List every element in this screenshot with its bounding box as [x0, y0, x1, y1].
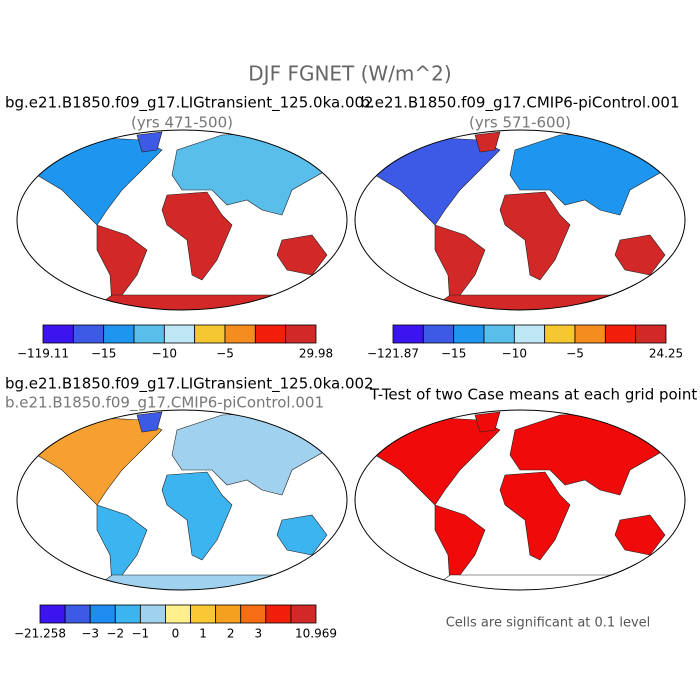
colorbar-label: −15 [441, 347, 466, 361]
panel-subtitle: (yrs 571-600) [469, 114, 571, 132]
colorbar-box [483, 324, 515, 344]
colorbar-box [114, 604, 141, 624]
colorbar-label: −1 [132, 627, 150, 641]
colorbar-box [254, 324, 287, 344]
colorbar-label: −5 [566, 347, 584, 361]
colorbar-label: 2 [227, 627, 235, 641]
panel-title: bg.e21.B1850.f09_g17.LIGtransient_125.0k… [5, 94, 374, 113]
colorbar-box [513, 324, 546, 344]
map [16, 409, 348, 591]
panel-subtitle: (yrs 471-500) [131, 114, 233, 132]
colorbar-label: −5 [216, 347, 234, 361]
colorbar-box [163, 324, 196, 344]
colorbar-box [290, 604, 317, 624]
colorbar-label: 10.969 [295, 627, 337, 641]
colorbar-box [139, 604, 166, 624]
colorbar-label: 3 [254, 627, 262, 641]
colorbar-label: −2 [106, 627, 124, 641]
colorbar-box [453, 324, 485, 344]
colorbar-box [240, 604, 267, 624]
colorbar-box [89, 604, 116, 624]
colorbar-box [285, 324, 317, 344]
map [354, 409, 686, 591]
colorbar-box [544, 324, 576, 344]
colorbar-box [574, 324, 606, 344]
colorbar-label: −21.258 [14, 627, 66, 641]
colorbar-label: −10 [502, 347, 527, 361]
colorbar-box [190, 604, 217, 624]
map [354, 129, 686, 311]
colorbar-box [215, 604, 242, 624]
colorbar-label: 0 [172, 627, 180, 641]
colorbar-box [265, 604, 292, 624]
colorbar-label: −119.11 [17, 347, 69, 361]
colorbar-box [224, 324, 256, 344]
map [16, 129, 348, 311]
note: Cells are significant at 0.1 level [446, 616, 651, 631]
colorbar-label: 29.98 [299, 347, 333, 361]
colorbar-box [64, 604, 91, 624]
figure-title: DJF FGNET (W/m^2) [248, 62, 451, 86]
colorbar-box [194, 324, 226, 344]
colorbar-label: −10 [152, 347, 177, 361]
colorbar-box [133, 324, 165, 344]
colorbar-box [392, 324, 424, 344]
colorbar-label: 1 [199, 627, 207, 641]
panel-subtitle: b.e21.B1850.f09_g17.CMIP6-piControl.001 [5, 394, 324, 413]
colorbar-box [42, 324, 74, 344]
panel-title: b.e21.B1850.f09_g17.CMIP6-piControl.001 [361, 94, 680, 113]
colorbar-label: 24.25 [649, 347, 683, 361]
colorbar-box [635, 324, 667, 344]
colorbar-box [422, 324, 455, 344]
panel-title: T-Test of two Case means at each grid po… [369, 386, 697, 404]
colorbar-box [72, 324, 105, 344]
panel-title: bg.e21.B1850.f09_g17.LIGtransient_125.0k… [5, 375, 374, 394]
colorbar-box [103, 324, 135, 344]
colorbar-box [604, 324, 637, 344]
colorbar-label: −15 [91, 347, 116, 361]
colorbar-label: −3 [81, 627, 99, 641]
colorbar-label: −121.87 [367, 347, 419, 361]
colorbar-box [165, 604, 191, 624]
colorbar-box [39, 604, 66, 624]
